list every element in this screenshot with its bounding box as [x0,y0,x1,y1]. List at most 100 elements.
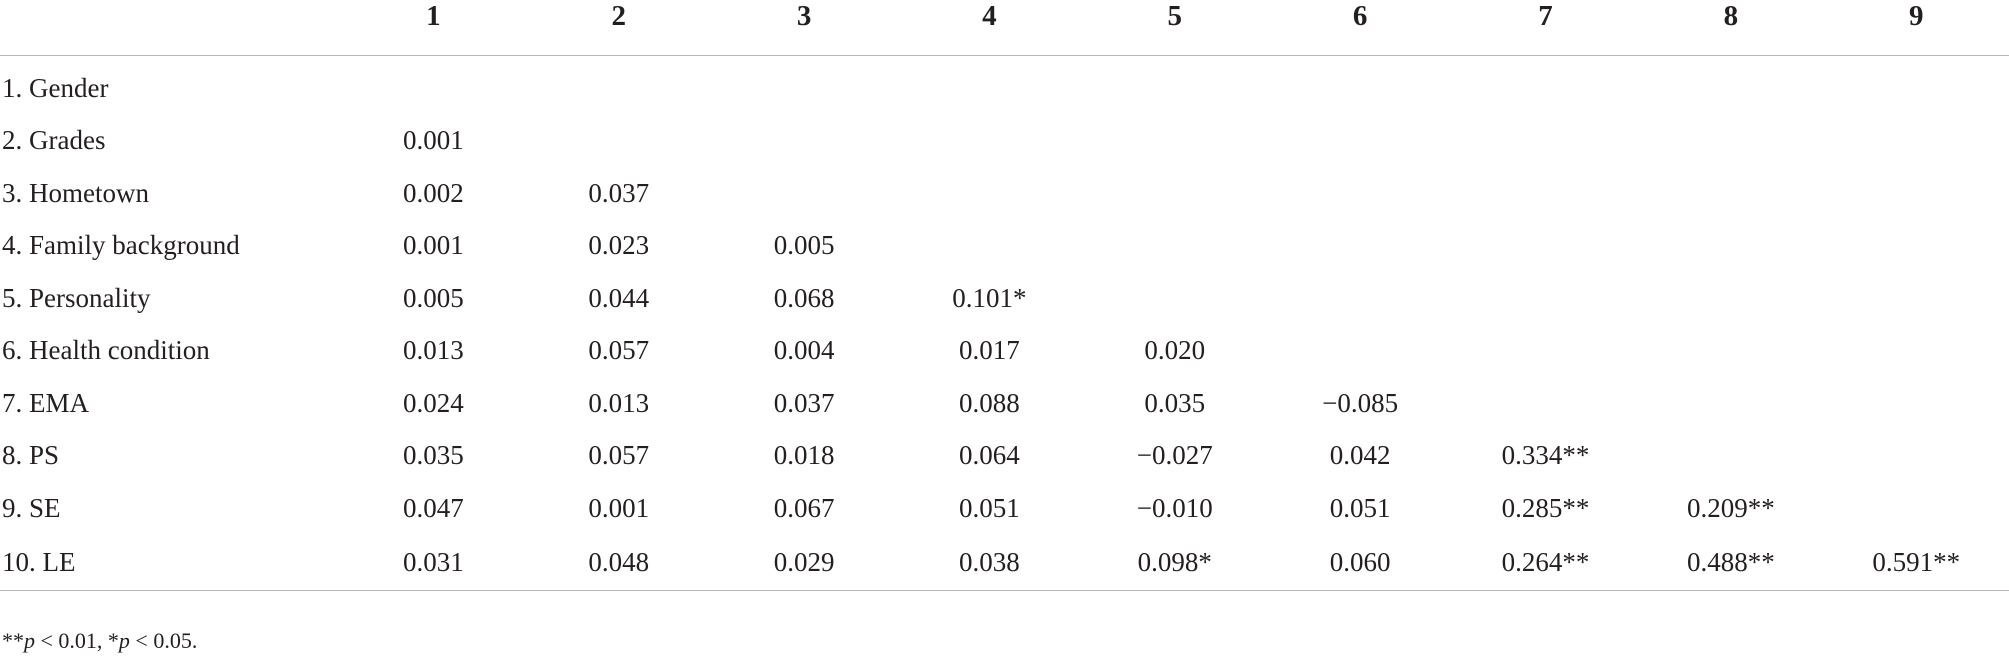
table-cell: 0.029 [711,534,897,591]
footnote-part-2: < 0.01, * [35,628,119,653]
table-cell [1082,272,1267,325]
column-header-6: 6 [1267,0,1453,56]
table-row: 7. EMA 0.024 0.013 0.037 0.088 0.035 −0.085 [0,377,2009,430]
table-cell: 0.035 [402,440,464,471]
table-row: 3. Hometown 0.002 0.037 [0,167,2009,220]
table-cell: −0.085 [1322,387,1399,418]
table-cell [1824,325,2009,378]
table-cell: 0.042 [1329,440,1391,471]
table-cell [1453,167,1638,220]
table-cell [1453,220,1638,273]
table-cell: 0.004 [773,335,835,366]
table-cell [1638,377,1823,430]
table-cell [1824,220,2009,273]
footnote-p-symbol-2: p [118,628,130,653]
table-cell [1267,220,1452,273]
table-cell: 0.037 [588,177,650,208]
column-header-2: 2 [526,0,712,56]
table-cell: 0.013 [402,335,464,366]
table-cell [1453,56,1638,115]
row-label: 9. SE [2,492,61,523]
table-cell: 0.264** [1452,534,1639,591]
table-cell [1267,115,1452,168]
table-row: 5. Personality 0.005 0.044 0.068 0.101* [0,272,2009,325]
table-cell [1824,272,2009,325]
table-cell: 0.001 [402,230,464,261]
table-cell [711,56,896,115]
table-cell: 0.101* [952,282,1027,313]
table-cell [1267,167,1452,220]
table-cell [1638,167,1823,220]
table-cell: 0.037 [773,387,835,418]
table-cell: 0.005 [402,282,464,313]
row-label: 5. Personality [2,282,151,313]
row-label: 8. PS [2,440,60,471]
table-cell [1638,56,1823,115]
table-cell [1453,377,1638,430]
table-cell: 0.020 [1144,335,1206,366]
table-cell [1824,56,2009,115]
table-cell: 0.044 [588,282,650,313]
table-cell [1267,56,1452,115]
row-label: 1. Gender [2,72,109,103]
table-cell: 0.024 [402,387,464,418]
column-header-3: 3 [711,0,897,56]
table-cell [1453,325,1638,378]
table-cell: 0.018 [773,440,835,471]
table-cell [1453,115,1638,168]
table-cell [711,115,896,168]
table-cell: 0.005 [773,230,835,261]
table-cell [711,167,896,220]
table-cell: 0.488** [1638,534,1824,591]
table-cell: 0.057 [588,440,650,471]
table-row: 1. Gender [0,56,2009,115]
table-cell [526,56,711,115]
table-row: 8. PS 0.035 0.057 0.018 0.064 −0.027 0.042 0.33… [0,430,2009,483]
table-row: 10. LE 0.031 0.048 0.029 0.038 0.098* 0.060 0.2… [0,534,2009,591]
column-header-5: 5 [1082,0,1268,56]
footnote-part-1: ** [2,628,24,653]
table-cell [526,115,711,168]
table-cell [1082,220,1267,273]
column-header-9: 9 [1823,0,2009,56]
table-cell [1638,430,1823,483]
row-label: 4. Family background [2,230,240,261]
table-cell [341,56,526,115]
table-cell [1267,272,1452,325]
column-header-7: 7 [1452,0,1639,56]
table-cell: 0.031 [340,534,527,591]
table-cell: 0.098* [1082,534,1268,591]
table-cell: 0.035 [1144,387,1206,418]
table-cell [897,115,1082,168]
row-label: 7. EMA [2,387,89,418]
table-cell: −0.027 [1136,440,1213,471]
row-label: 2. Grades [2,125,106,156]
header-corner [0,0,341,56]
table-cell: 0.051 [959,492,1020,523]
table-cell [1453,272,1638,325]
table-cell [1638,272,1823,325]
table-cell [1082,115,1267,168]
table-cell: 0.285** [1501,492,1590,523]
table-cell [897,167,1082,220]
row-label: 6. Health condition [2,335,210,366]
table-cell: 0.017 [959,335,1020,366]
table-cell: 0.047 [402,492,464,523]
table-footnote: **p < 0.01, *p < 0.05. [2,628,197,654]
table-cell: 0.209** [1686,492,1775,523]
table-cell: 0.068 [773,282,835,313]
table-cell: 0.038 [896,534,1083,591]
table-cell: 0.001 [402,125,464,156]
row-label: 10. LE [0,534,341,591]
table-cell: 0.051 [1329,492,1391,523]
table-cell: 0.057 [588,335,650,366]
table-cell [1638,115,1823,168]
table-cell [1082,167,1267,220]
table-cell: 0.064 [959,440,1020,471]
table-row: 2. Grades 0.001 [0,115,2009,168]
table-row: 4. Family background 0.001 0.023 0.005 [0,220,2009,273]
table-cell: 0.001 [588,492,650,523]
table-cell: 0.060 [1267,534,1453,591]
